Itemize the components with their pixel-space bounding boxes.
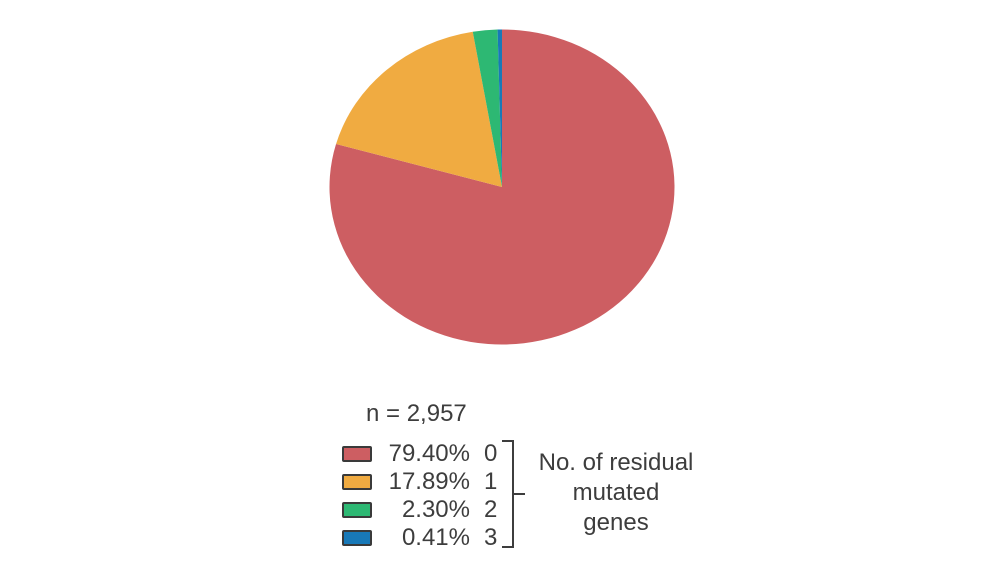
legend-percent-1: 17.89% — [388, 468, 470, 495]
legend-swatch-3 — [342, 530, 372, 546]
legend-swatch-0 — [342, 446, 372, 462]
legend-percent-0: 79.40% — [388, 440, 470, 467]
legend-group-label-line-3: genes — [583, 509, 649, 536]
legend-group-label-line-1: No. of residual — [538, 449, 694, 476]
legend-category-2: 2 — [484, 496, 498, 523]
pie-slice-0 — [329, 29, 675, 345]
legend-swatch-1 — [342, 474, 372, 490]
legend-swatch-2 — [342, 502, 372, 518]
legend-item-2: 2.30% 2 — [342, 496, 497, 524]
legend-category-0: 0 — [484, 440, 498, 467]
legend-category-1: 1 — [484, 468, 498, 495]
legend-item-1: 17.89% 1 — [342, 468, 497, 496]
pie-slice-1 — [336, 31, 502, 188]
pie-slice-2 — [472, 29, 502, 187]
pie-slice-3 — [497, 29, 502, 188]
legend-group-bracket — [502, 440, 525, 548]
legend-group-label: No. of residual mutated genes — [531, 448, 701, 538]
legend-percent-2: 2.30% — [401, 496, 470, 523]
legend-category-3: 3 — [484, 524, 498, 551]
legend-item-0: 79.40% 0 — [342, 440, 497, 468]
legend-percent-3: 0.41% — [401, 524, 470, 551]
pie-chart — [329, 29, 675, 345]
legend-group-label-line-2: mutated — [572, 479, 660, 506]
legend: 79.40% 0 17.89% 1 2.30% 2 0.41% 3 — [342, 440, 497, 552]
sample-size-label: n = 2,957 — [366, 400, 467, 427]
legend-item-3: 0.41% 3 — [342, 524, 497, 552]
